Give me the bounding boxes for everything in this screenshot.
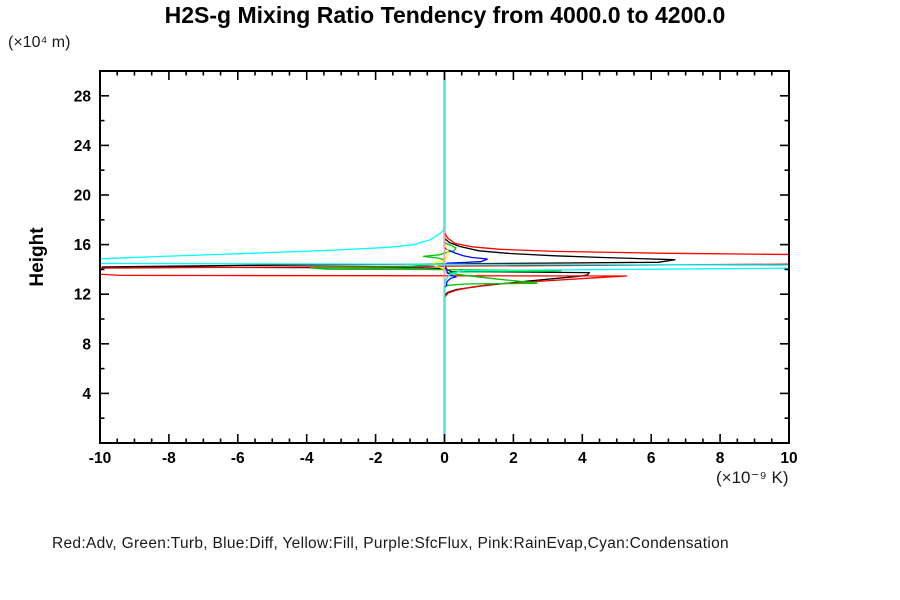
x-tick-label: -2 [369,450,383,467]
legend-text: Red:Adv, Green:Turb, Blue:Diff, Yellow:F… [52,535,729,552]
y-tick-label: 20 [74,188,91,205]
x-tick-label: 8 [716,450,725,467]
y-tick-label: 28 [74,88,92,105]
x-axis-units-label: (×10⁻⁹ K) [716,468,789,487]
series-black-unlabeled-line [101,71,676,443]
x-tick-label: -4 [300,450,314,467]
y-tick-label: 4 [82,386,91,403]
y-tick-label: 12 [74,287,91,304]
x-tick-label: 6 [647,450,656,467]
y-axis-units-label: (×10⁴ m) [8,34,71,51]
y-tick-label: 24 [74,138,92,155]
series-condensation-line [100,71,789,443]
x-tick-label: 4 [578,450,587,467]
y-tick-label: 8 [82,336,91,353]
x-tick-label: -6 [231,450,245,467]
series-fill-line [433,71,449,443]
y-tick-label: 16 [74,237,92,254]
x-tick-label: 10 [780,450,797,467]
x-tick-label: -8 [162,450,176,467]
series-turb-line [310,71,562,443]
x-tick-label: 2 [509,450,518,467]
x-tick-label: 0 [440,450,449,467]
chart-title: H2S-g Mixing Ratio Tendency from 4000.0 … [164,2,726,28]
series-diff-line [443,71,488,443]
x-tick-label: -10 [89,450,111,467]
